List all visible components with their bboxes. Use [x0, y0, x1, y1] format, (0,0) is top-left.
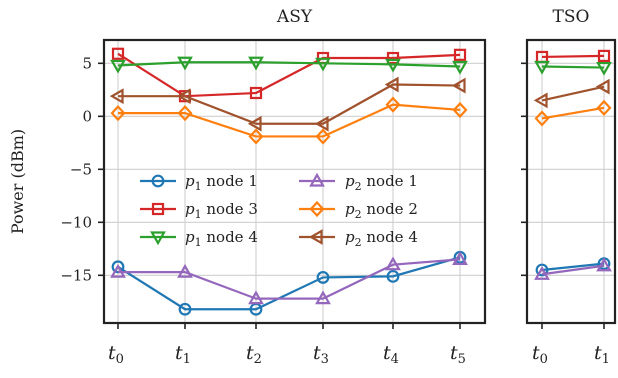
- data-point: [451, 77, 466, 94]
- data-point: [596, 99, 612, 116]
- data-point: [314, 115, 329, 132]
- data-point: [247, 115, 262, 132]
- x-tick-label: t0: [532, 342, 548, 367]
- data-point: [596, 61, 612, 76]
- series-line-5: [541, 85, 605, 102]
- data-point: [177, 105, 193, 122]
- data-point: [315, 57, 331, 72]
- x-tick-label: t2: [246, 342, 262, 367]
- series-line-0: [541, 262, 605, 272]
- y-tick-label: −15: [60, 266, 92, 284]
- x-tick-label: t4: [383, 342, 399, 367]
- legend-label: p2 node 1: [345, 172, 418, 193]
- data-point: [110, 263, 126, 278]
- data-point: [111, 47, 125, 60]
- x-tick-label: t1: [175, 342, 191, 367]
- legend-label: p1 node 1: [185, 172, 258, 193]
- data-point: [385, 256, 401, 271]
- legend-entry: [140, 231, 176, 246]
- x-tick-label: t5: [450, 342, 466, 367]
- legend-label: p2 node 4: [345, 228, 418, 249]
- legend-entry: [140, 202, 176, 216]
- panel-tso: TSO: [521, 7, 617, 329]
- panel-title: TSO: [553, 7, 590, 27]
- series-line-1: [117, 52, 461, 98]
- data-point: [249, 86, 263, 100]
- data-point: [109, 88, 124, 105]
- legend-marker: [151, 174, 165, 188]
- data-point: [453, 48, 467, 61]
- data-point: [535, 263, 549, 277]
- data-point: [110, 59, 126, 74]
- x-tick-label: t3: [313, 342, 329, 367]
- data-point: [597, 49, 611, 62]
- data-point: [452, 101, 468, 119]
- y-tick-label: −10: [60, 213, 92, 231]
- series-line-3: [118, 258, 461, 300]
- series-line-2: [117, 61, 461, 68]
- data-point: [248, 128, 264, 145]
- data-point: [110, 105, 126, 122]
- data-point: [385, 96, 401, 113]
- legend-entry: [299, 229, 335, 245]
- y-tick-label: 0: [82, 107, 92, 125]
- series-line-4: [118, 103, 461, 138]
- legend: [140, 172, 335, 246]
- data-point: [452, 60, 468, 75]
- legend-marker: [308, 229, 323, 245]
- data-point: [452, 251, 468, 266]
- series-line-3: [541, 264, 605, 276]
- data-point: [385, 58, 401, 73]
- series-line-5: [118, 83, 461, 125]
- series-line-1: [541, 54, 605, 59]
- data-point: [534, 110, 550, 127]
- data-point: [248, 290, 264, 305]
- data-point: [533, 92, 548, 109]
- series-line-4: [541, 106, 605, 120]
- y-axis-label: Power (dBm): [8, 129, 27, 234]
- plot-frame: [525, 38, 617, 325]
- y-tick-label: 5: [82, 54, 92, 72]
- legend-label: p2 node 2: [345, 200, 418, 221]
- data-point: [534, 266, 550, 280]
- x-tick-label: t0: [108, 342, 124, 367]
- panel-title: ASY: [276, 7, 313, 27]
- data-point: [595, 78, 610, 95]
- legend-entry: [140, 174, 176, 188]
- legend-marker: [151, 202, 165, 216]
- x-tick-label: t1: [594, 342, 610, 367]
- legend-marker: [309, 172, 325, 187]
- series-line-2: [541, 65, 605, 69]
- data-point: [315, 128, 331, 145]
- data-point: [176, 88, 191, 105]
- data-point: [386, 51, 400, 65]
- series-line-0: [117, 256, 461, 311]
- data-point: [248, 56, 264, 71]
- data-point: [315, 290, 331, 305]
- legend-label: p1 node 4: [185, 228, 258, 249]
- legend-marker: [309, 200, 325, 218]
- legend-marker: [150, 231, 166, 246]
- data-point: [178, 302, 192, 316]
- data-point: [177, 56, 193, 71]
- data-point: [177, 263, 193, 278]
- legend-entry: [299, 172, 335, 187]
- plot-frame: [102, 38, 487, 325]
- data-point: [384, 76, 399, 93]
- data-point: [316, 271, 330, 284]
- panel-asy: ASY: [98, 7, 487, 329]
- data-point: [596, 257, 612, 272]
- y-tick-label: −5: [70, 160, 92, 178]
- data-point: [534, 60, 550, 75]
- data-point: [386, 269, 400, 283]
- legend-entry: [299, 200, 335, 218]
- legend-label: p1 node 3: [185, 200, 258, 221]
